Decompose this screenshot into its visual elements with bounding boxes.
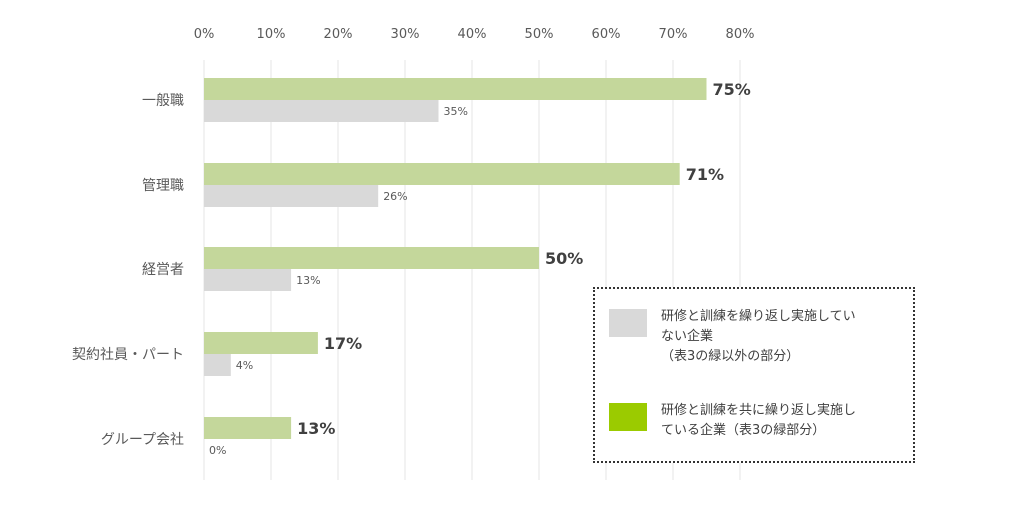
data-label: 13%: [296, 274, 320, 287]
data-label: 35%: [444, 105, 468, 118]
legend-item-repeating: 研修と訓練を共に繰り返し実施し ている企業（表3の緑部分）: [609, 401, 901, 441]
x-tick-label: 10%: [257, 27, 286, 42]
legend-line: 研修と訓練を共に繰り返し実施し: [661, 403, 857, 418]
x-tick-label: 80%: [726, 27, 755, 42]
category-label: 経営者: [142, 262, 184, 278]
category-label: 一般職: [142, 93, 184, 109]
data-label: 71%: [686, 165, 724, 184]
data-labels: 75% 35% 71% 26% 50% 13% 17% 4% 13% 0%: [209, 80, 751, 457]
x-tick-label: 30%: [391, 27, 420, 42]
x-tick-label: 0%: [194, 27, 215, 42]
data-label: 50%: [545, 249, 583, 268]
x-tick-label: 20%: [324, 27, 353, 42]
data-label: 17%: [324, 334, 362, 353]
bar: [204, 417, 292, 439]
bar: [204, 332, 318, 354]
legend-swatch-gray: [609, 309, 647, 337]
data-label: 26%: [383, 190, 407, 203]
x-axis-ticks: 0% 10% 20% 30% 40% 50% 60% 70% 80%: [194, 27, 755, 42]
category-label: グループ会社: [101, 432, 184, 448]
bar: [204, 354, 231, 376]
bar: [204, 247, 539, 269]
legend-label: 研修と訓練を共に繰り返し実施し ている企業（表3の緑部分）: [661, 401, 901, 441]
bar: [204, 100, 439, 122]
bar: [204, 78, 707, 100]
legend-item-not-repeating: 研修と訓練を繰り返し実施してい ない企業 （表3の緑以外の部分）: [609, 307, 901, 367]
grid-lines: [203, 60, 741, 480]
legend: 研修と訓練を繰り返し実施してい ない企業 （表3の緑以外の部分） 研修と訓練を共…: [593, 287, 915, 463]
category-label: 管理職: [142, 178, 184, 194]
x-tick-label: 40%: [458, 27, 487, 42]
bars: [204, 78, 707, 439]
legend-label: 研修と訓練を繰り返し実施してい ない企業 （表3の緑以外の部分）: [661, 307, 901, 367]
x-tick-label: 50%: [525, 27, 554, 42]
data-label: 75%: [713, 80, 751, 99]
category-label: 契約社員・パート: [72, 347, 184, 363]
bar: [204, 185, 379, 207]
legend-line: ない企業: [661, 329, 714, 344]
x-tick-label: 70%: [659, 27, 688, 42]
bar: [204, 269, 292, 291]
legend-line: 研修と訓練を繰り返し実施してい: [661, 309, 856, 324]
x-tick-label: 60%: [592, 27, 621, 42]
legend-line: ている企業（表3の緑部分）: [661, 423, 826, 438]
bar: [204, 163, 680, 185]
legend-swatch-green: [609, 403, 647, 431]
data-label: 13%: [297, 419, 335, 438]
legend-line: （表3の緑以外の部分）: [661, 349, 800, 364]
data-label: 0%: [209, 444, 226, 457]
data-label: 4%: [236, 359, 253, 372]
